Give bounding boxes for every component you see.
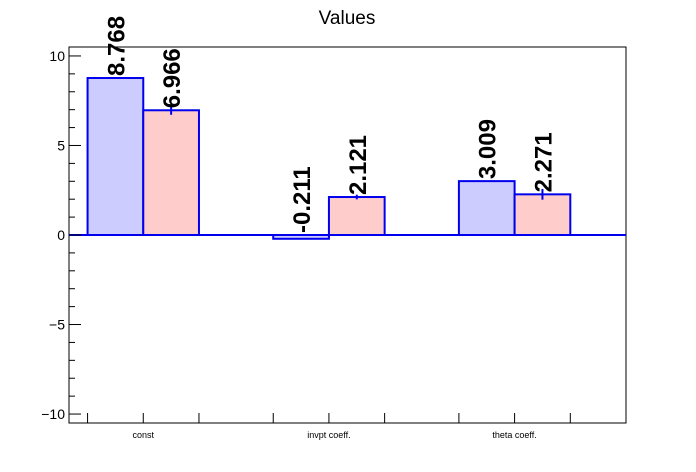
bar-s1-0 <box>86 77 145 236</box>
labels-layer: 8.768 -0.211 3.009 6.966 2.121 2.271 <box>103 16 557 233</box>
y-tick-label: 10 <box>49 48 65 64</box>
x-category-label: theta coeff. <box>492 430 536 440</box>
bar-s2-1 <box>327 196 386 237</box>
bars-layer <box>86 77 572 240</box>
y-tick-label: −10 <box>41 406 65 422</box>
data-label: 2.271 <box>530 132 557 192</box>
data-label: 6.966 <box>159 48 186 108</box>
data-label: -0.211 <box>289 166 316 233</box>
axes-layer: −10 −5 0 5 10 const invpt coeff. theta coeff. <box>41 48 626 440</box>
data-label: 8.768 <box>103 16 130 76</box>
bar-s2-0 <box>142 109 200 236</box>
y-tick-label: 5 <box>57 137 65 153</box>
chart-title: Values <box>319 8 376 29</box>
data-label: 2.121 <box>345 135 372 195</box>
x-category-label: const <box>133 430 155 440</box>
y-tick-label: −5 <box>49 317 65 333</box>
x-category-label: invpt coeff. <box>307 430 350 440</box>
bar-s2-2 <box>513 193 572 236</box>
bar-s1-2 <box>457 180 516 236</box>
data-label: 3.009 <box>475 119 502 179</box>
y-tick-label: 0 <box>57 227 65 243</box>
